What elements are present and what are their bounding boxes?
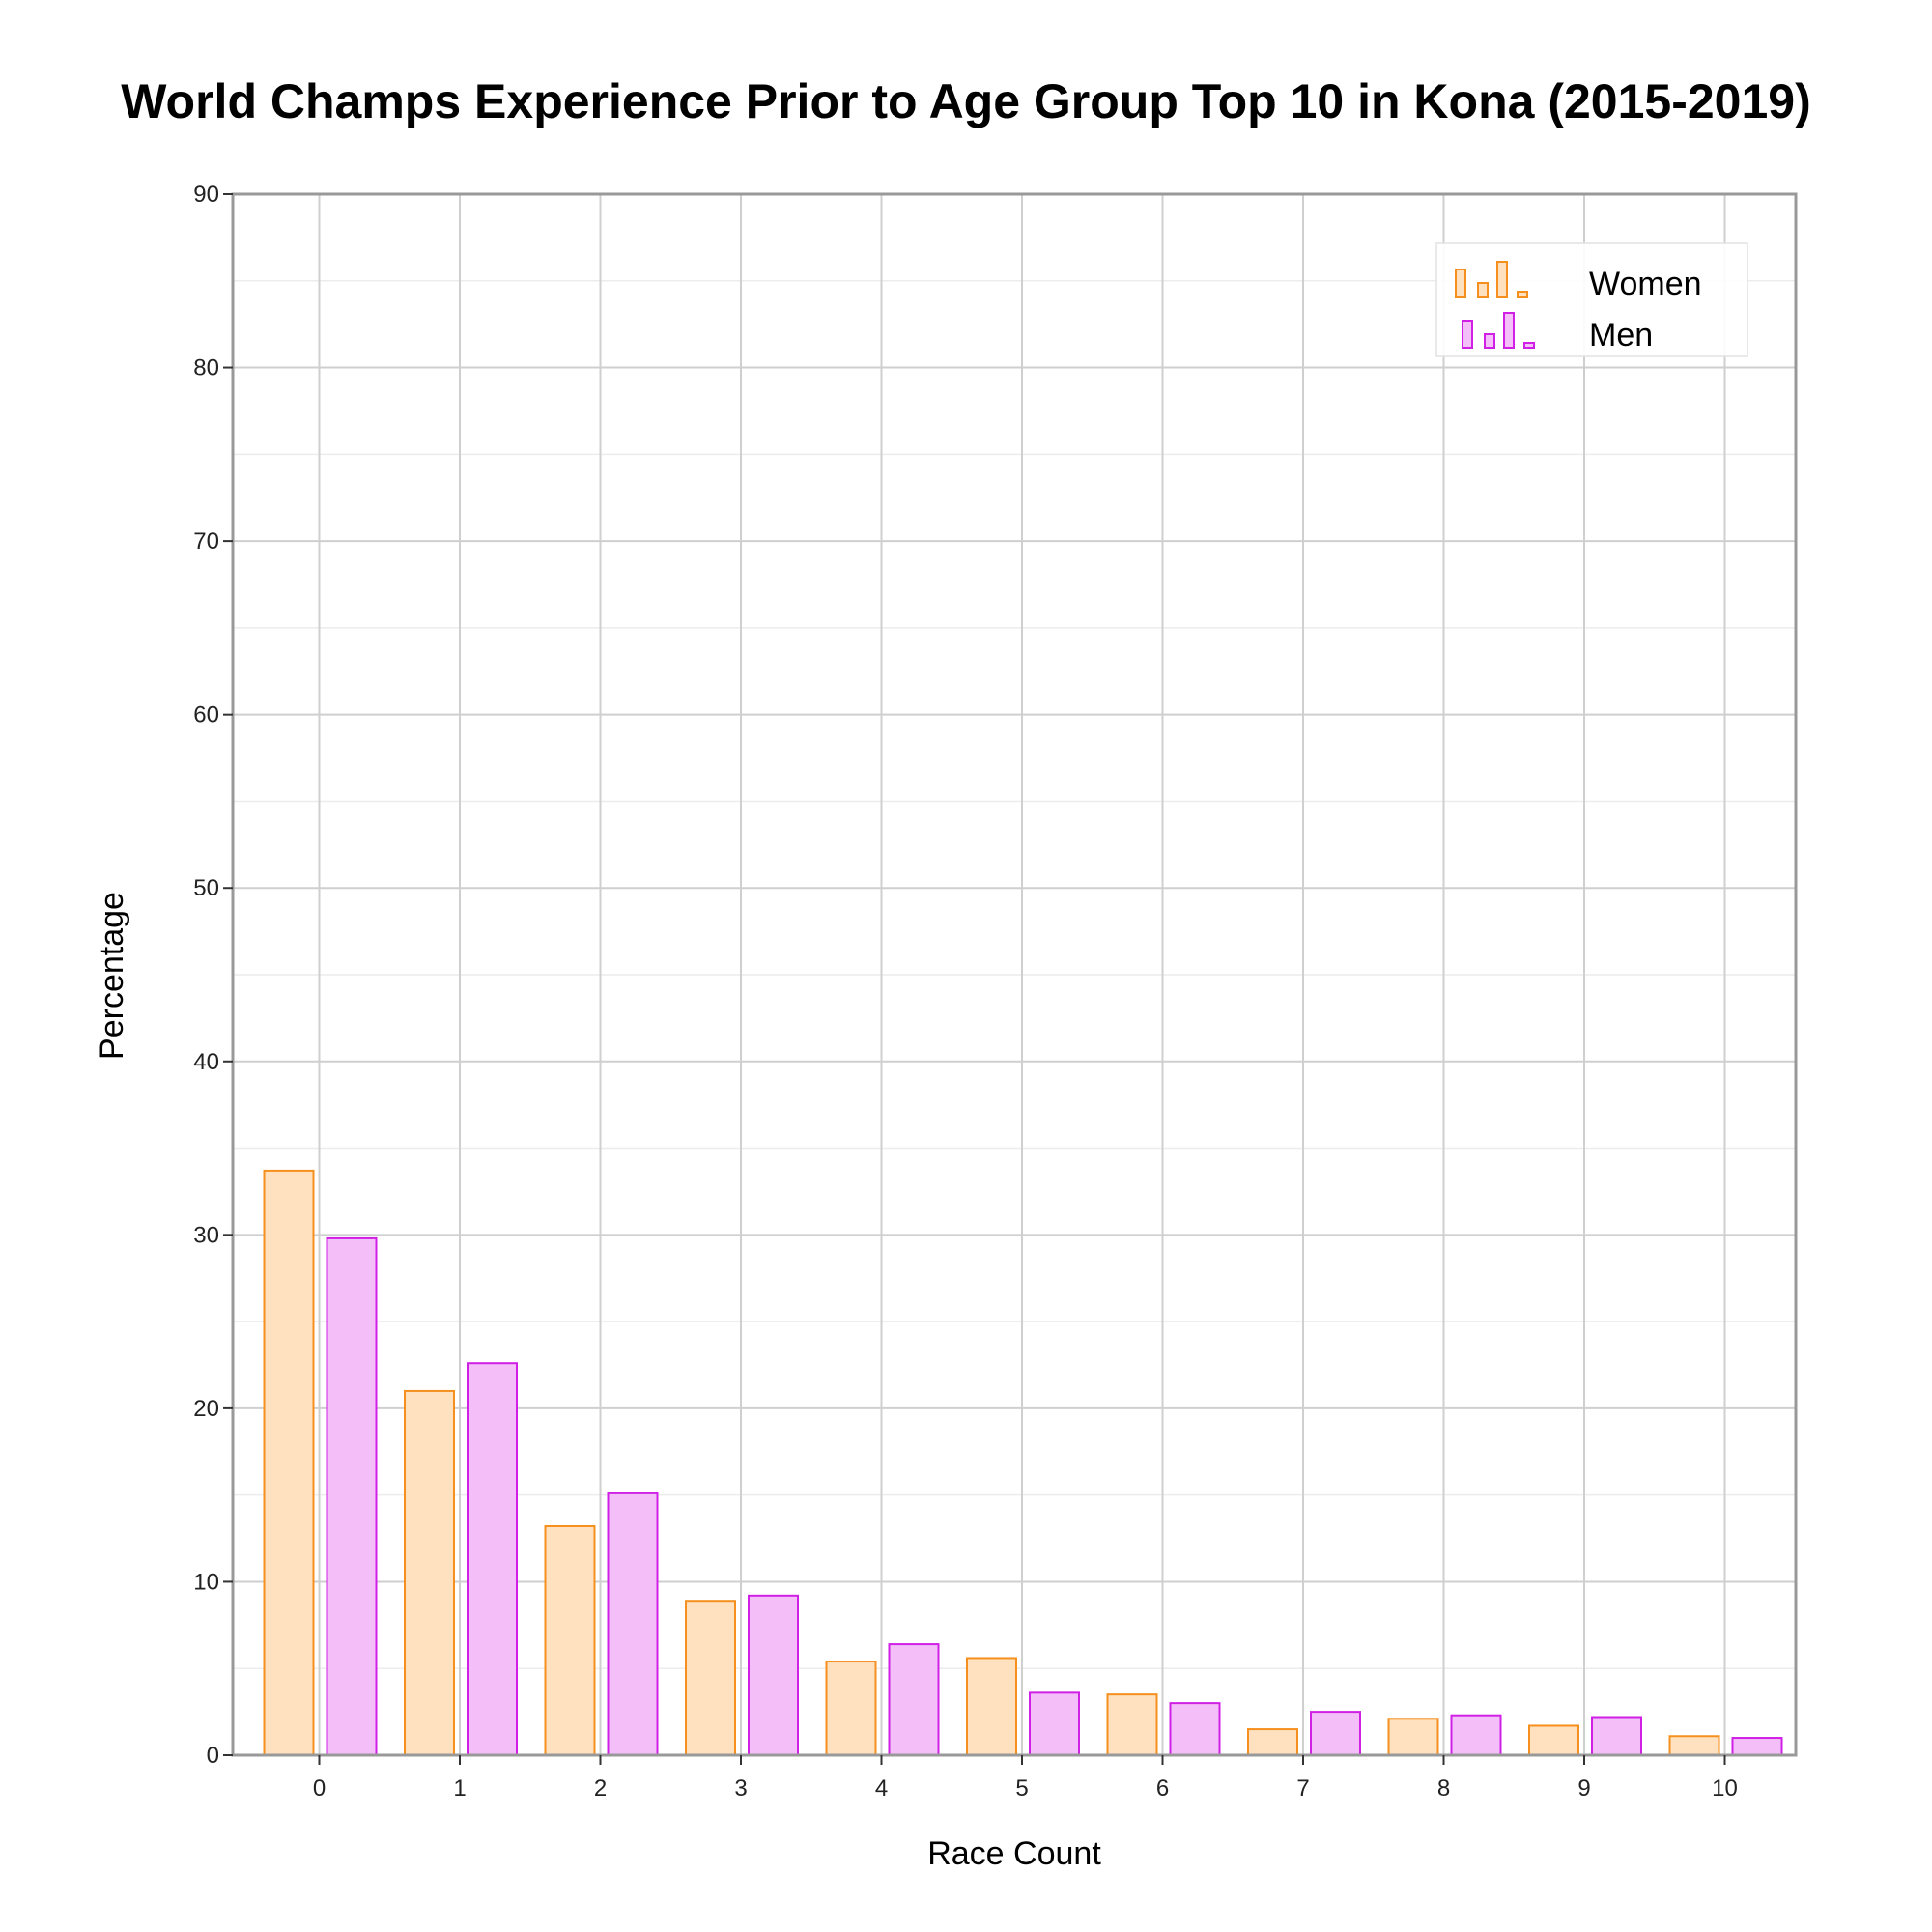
y-tick-label: 70 xyxy=(193,528,219,554)
y-tick-label: 0 xyxy=(207,1743,219,1769)
bar-women-9 xyxy=(1528,1724,1579,1757)
bar-women-5 xyxy=(966,1657,1017,1756)
legend: Women Men xyxy=(1435,242,1748,357)
x-axis-label: Race Count xyxy=(927,1835,1101,1872)
bar-men-10 xyxy=(1731,1737,1783,1756)
x-tick-label: 0 xyxy=(313,1776,326,1802)
bar-women-8 xyxy=(1387,1718,1439,1756)
legend-icon-bar xyxy=(1517,291,1528,298)
x-tick-label: 2 xyxy=(594,1776,607,1802)
axis-ticks: 0 10 20 30 40 50 60 70 80 90 0 1 2 3 4 5 6 7 8 9 10 xyxy=(193,182,1738,1802)
bar-women-6 xyxy=(1106,1693,1158,1756)
bar-women-10 xyxy=(1668,1735,1720,1757)
plot-frame xyxy=(231,192,1798,1757)
bar-men-1 xyxy=(467,1362,518,1757)
legend-icon-bar xyxy=(1455,269,1466,298)
legend-icon-men xyxy=(1462,312,1535,349)
y-axis-label: Percentage xyxy=(94,892,130,1060)
bar-men-2 xyxy=(607,1492,659,1756)
legend-icon-bar xyxy=(1462,320,1473,349)
y-tick-label: 80 xyxy=(193,355,219,382)
bar-men-6 xyxy=(1169,1702,1221,1756)
legend-icon-women xyxy=(1455,261,1528,298)
bars xyxy=(263,1169,1783,1757)
bar-men-4 xyxy=(888,1643,940,1757)
bar-men-3 xyxy=(748,1594,799,1756)
bar-men-7 xyxy=(1310,1711,1361,1756)
y-tick-label: 30 xyxy=(193,1222,219,1248)
x-tick-label: 7 xyxy=(1296,1776,1309,1802)
legend-label-men: Men xyxy=(1589,317,1653,354)
legend-label-women: Women xyxy=(1589,266,1702,302)
y-tick-label: 40 xyxy=(193,1049,219,1075)
bar-women-1 xyxy=(404,1389,455,1757)
x-tick-label: 5 xyxy=(1015,1776,1028,1802)
legend-icon-bar xyxy=(1503,312,1515,349)
plot-border xyxy=(231,192,1798,1757)
x-tick-label: 8 xyxy=(1437,1776,1450,1802)
bar-women-7 xyxy=(1247,1728,1298,1756)
bar-women-0 xyxy=(263,1169,315,1757)
y-tick-label: 20 xyxy=(193,1396,219,1422)
bar-women-4 xyxy=(825,1661,877,1757)
chart-title: World Champs Experience Prior to Age Gro… xyxy=(121,74,1810,128)
bar-men-5 xyxy=(1029,1691,1080,1756)
y-tick-label: 90 xyxy=(193,182,219,208)
legend-icon-bar xyxy=(1496,261,1508,298)
bar-women-2 xyxy=(544,1524,596,1757)
y-tick-label: 50 xyxy=(193,875,219,901)
x-tick-label: 4 xyxy=(875,1776,888,1802)
legend-icon-bar xyxy=(1484,333,1495,349)
legend-icon-bar xyxy=(1523,342,1535,349)
bar-women-3 xyxy=(685,1600,736,1756)
legend-icon-bar xyxy=(1477,282,1489,298)
bar-men-0 xyxy=(326,1236,378,1756)
bar-men-8 xyxy=(1450,1714,1502,1757)
y-tick-label: 10 xyxy=(193,1569,219,1595)
grid-lines xyxy=(233,194,1796,1755)
x-tick-label: 6 xyxy=(1156,1776,1169,1802)
x-tick-label: 3 xyxy=(734,1776,747,1802)
x-tick-label: 1 xyxy=(453,1776,466,1802)
y-tick-label: 60 xyxy=(193,702,219,728)
bar-men-9 xyxy=(1591,1716,1642,1757)
x-tick-label: 9 xyxy=(1577,1776,1590,1802)
x-tick-label: 10 xyxy=(1712,1776,1738,1802)
